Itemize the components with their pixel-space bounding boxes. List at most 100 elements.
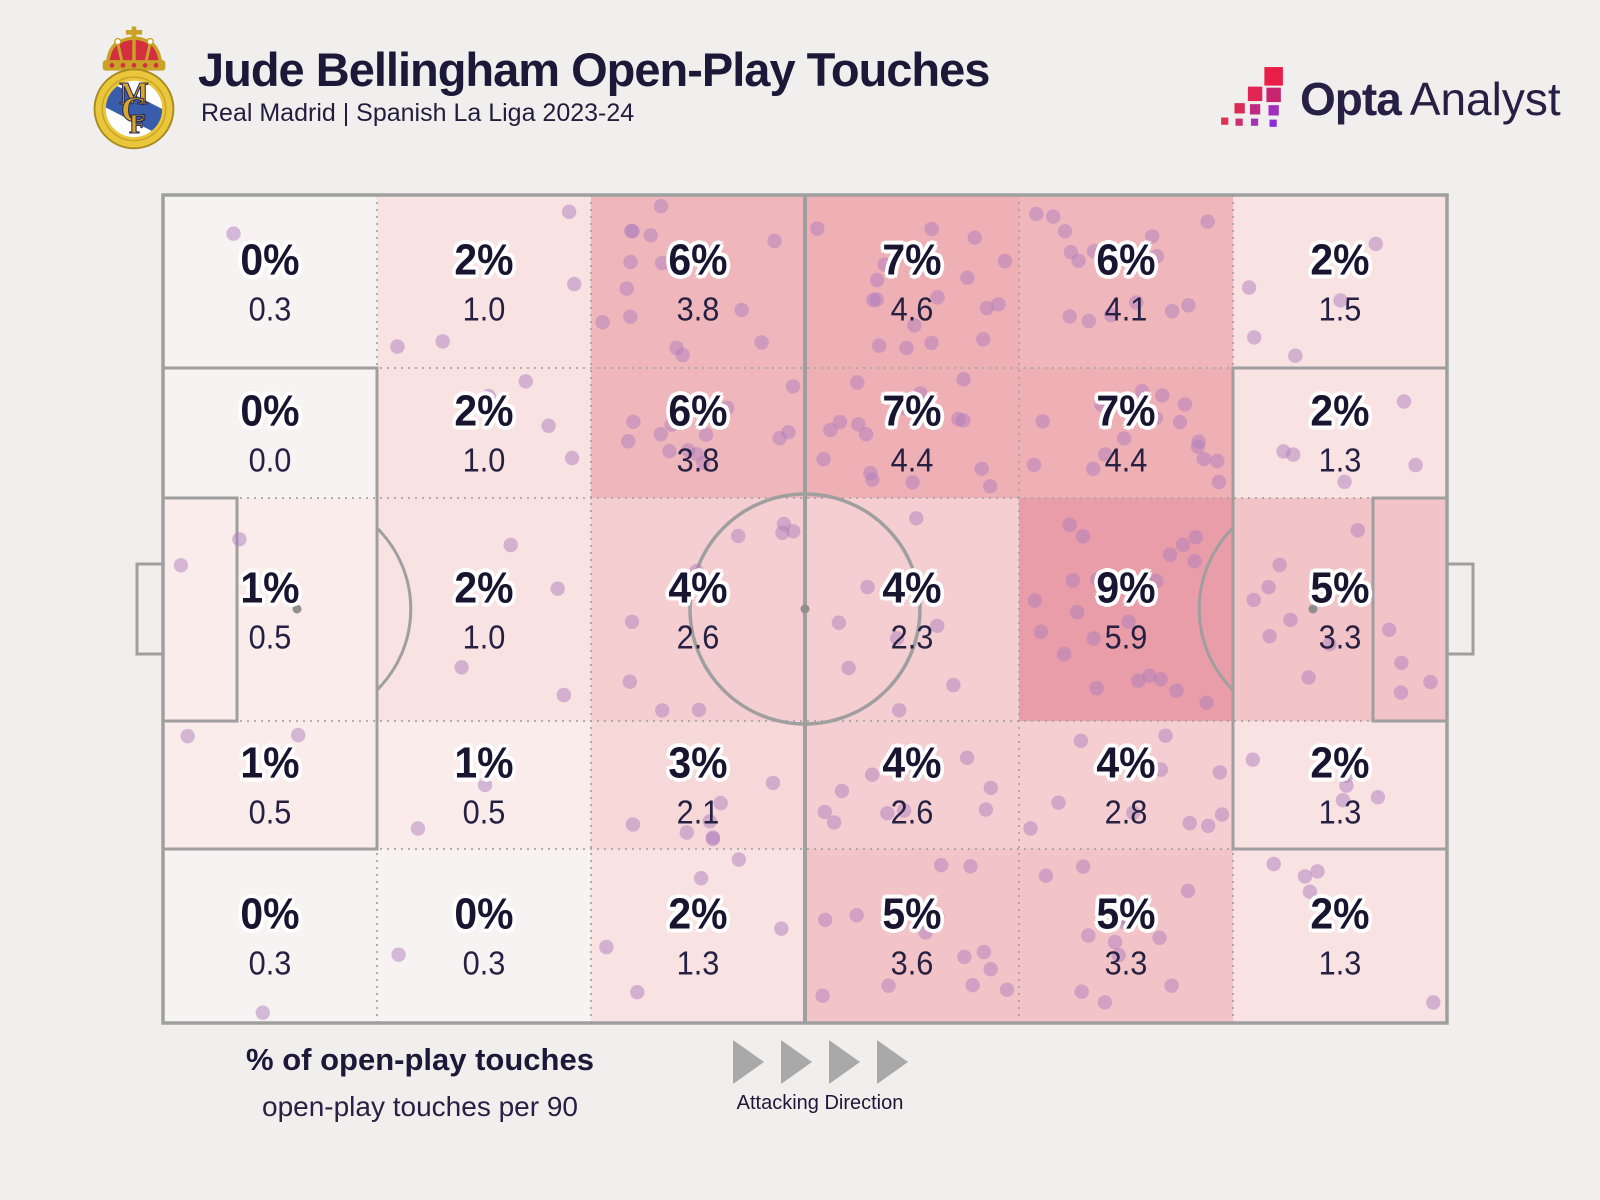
zone-pct-value: 6% bbox=[668, 386, 728, 436]
touch-dot bbox=[1116, 431, 1132, 446]
touch-dot bbox=[1098, 447, 1113, 462]
zone-label: 0% 0.0 bbox=[240, 386, 300, 477]
zone-label: 2% 1.0 bbox=[454, 389, 513, 477]
touch-dot bbox=[567, 276, 582, 292]
touch-dot bbox=[930, 908, 945, 924]
touch-dot bbox=[1119, 911, 1134, 926]
touch-dot bbox=[774, 921, 789, 936]
touch-dot bbox=[951, 411, 966, 427]
touch-dot bbox=[1162, 547, 1178, 562]
zone-cell bbox=[163, 721, 377, 849]
touch-dot bbox=[831, 615, 847, 630]
zone-per90-value: 0.3 bbox=[462, 944, 506, 982]
touch-dot bbox=[841, 660, 856, 676]
touch-dot bbox=[892, 703, 907, 718]
touch-dot bbox=[898, 401, 914, 416]
touch-dot bbox=[907, 318, 922, 333]
zone-pct-value: 5% bbox=[882, 889, 942, 939]
goal-right bbox=[1445, 562, 1475, 656]
legend: % of open-play touches open-play touches… bbox=[140, 1042, 700, 1123]
touch-dot bbox=[503, 537, 518, 553]
touch-dot bbox=[180, 729, 195, 744]
touch-dot bbox=[866, 292, 881, 308]
center-spot bbox=[800, 604, 810, 614]
penalty-arc-left bbox=[375, 526, 413, 692]
touch-dot bbox=[1027, 593, 1042, 608]
touch-dot bbox=[1262, 629, 1277, 644]
touch-dot bbox=[1164, 978, 1179, 993]
zone-pct-value: 2% bbox=[1310, 738, 1370, 788]
touch-dot bbox=[1169, 683, 1184, 698]
zone-label: 0% 0.3 bbox=[240, 892, 299, 980]
touch-dot bbox=[1033, 624, 1049, 639]
touch-dot bbox=[1245, 752, 1261, 767]
touch-dot bbox=[1338, 768, 1354, 783]
touch-dot bbox=[621, 434, 636, 449]
touch-dot bbox=[232, 532, 247, 547]
zone-cell bbox=[805, 498, 1019, 721]
zone-pct-value: 7% bbox=[882, 235, 942, 284]
touch-dot bbox=[653, 427, 668, 442]
zone-pct-value: 0% bbox=[240, 386, 300, 436]
touch-dot bbox=[818, 912, 833, 928]
touch-dot bbox=[1214, 807, 1230, 822]
touch-dot bbox=[1071, 253, 1086, 268]
zone-label: 5% 3.3 bbox=[1310, 566, 1369, 655]
touch-dot bbox=[1191, 434, 1206, 449]
zone-label: 0% 0.3 bbox=[240, 238, 299, 326]
touch-dot bbox=[698, 427, 714, 442]
zone-cell bbox=[163, 368, 377, 498]
zone-pct-value: 2% bbox=[1310, 235, 1370, 284]
zone-cell bbox=[591, 368, 805, 498]
touch-dot bbox=[1310, 864, 1325, 879]
touch-dot bbox=[1172, 414, 1188, 430]
zone-label: 6% 3.8 bbox=[668, 238, 727, 326]
touch-dot bbox=[1247, 330, 1262, 345]
zone-pct-value: 7% bbox=[1096, 386, 1156, 436]
zone-per90-value: 3.3 bbox=[1318, 618, 1362, 655]
touch-dot bbox=[826, 815, 842, 830]
zone-per90-value: 4.6 bbox=[890, 290, 934, 327]
zone-label: 2% 1.0 bbox=[454, 566, 513, 654]
touch-dot bbox=[653, 199, 669, 214]
touch-dot bbox=[983, 780, 998, 796]
zone-pct-value: 3% bbox=[668, 738, 728, 788]
zone-label: 4% 2.8 bbox=[1096, 741, 1155, 831]
zone-labels: 0% 0.3 2% 1.0 6% 3.8 7% 4.6 6% 4.1 2% 1.5 0% 0.0 2% 1.0… bbox=[163, 195, 1447, 1023]
touch-dot bbox=[1322, 637, 1337, 652]
zone-pct-value: 1% bbox=[240, 738, 300, 788]
touch-dot bbox=[896, 803, 912, 818]
zone-per90-value: 2.8 bbox=[1104, 793, 1148, 831]
touch-dot bbox=[1200, 214, 1215, 229]
zone-cell bbox=[163, 498, 377, 721]
touch-dot bbox=[930, 290, 945, 305]
touch-dot bbox=[899, 340, 914, 356]
legend-secondary-label: open-play touches per 90 bbox=[262, 1091, 578, 1122]
zone-label: 6% 4.1 bbox=[1096, 238, 1155, 326]
zone-label: 2% 1.3 bbox=[1310, 389, 1369, 477]
touch-dot bbox=[983, 962, 998, 977]
touch-dot bbox=[1029, 206, 1044, 222]
touch-dot bbox=[1272, 557, 1287, 573]
touch-dot bbox=[669, 340, 684, 356]
touch-dot bbox=[391, 947, 406, 962]
touch-dot bbox=[689, 447, 705, 462]
touch-dot bbox=[1181, 298, 1196, 313]
zone-per90-value: 2.6 bbox=[676, 618, 720, 655]
touch-dot bbox=[976, 332, 991, 347]
touch-dot bbox=[865, 767, 880, 782]
attacking-direction: Attacking Direction bbox=[690, 1040, 950, 1115]
page-title: Jude Bellingham Open-Play Touches bbox=[198, 43, 990, 96]
pitch-heatmap: 0% 0.3 2% 1.0 6% 3.8 7% 4.6 6% 4.1 2% 1.5 0% 0.0 2% 1.0… bbox=[135, 193, 1475, 1025]
zone-label: 2% 1.3 bbox=[668, 892, 727, 980]
touch-dot bbox=[1051, 795, 1066, 810]
zone-per90-value: 0.5 bbox=[248, 618, 292, 655]
touch-dot bbox=[705, 830, 721, 845]
touch-dot bbox=[834, 783, 850, 799]
touch-dot bbox=[860, 579, 875, 595]
touch-dot bbox=[754, 335, 769, 350]
touch-dot bbox=[1182, 815, 1197, 831]
opta-analyst-logo: Opta Analyst bbox=[1218, 56, 1561, 142]
touch-dot bbox=[978, 802, 994, 817]
touch-dot bbox=[1134, 384, 1150, 399]
